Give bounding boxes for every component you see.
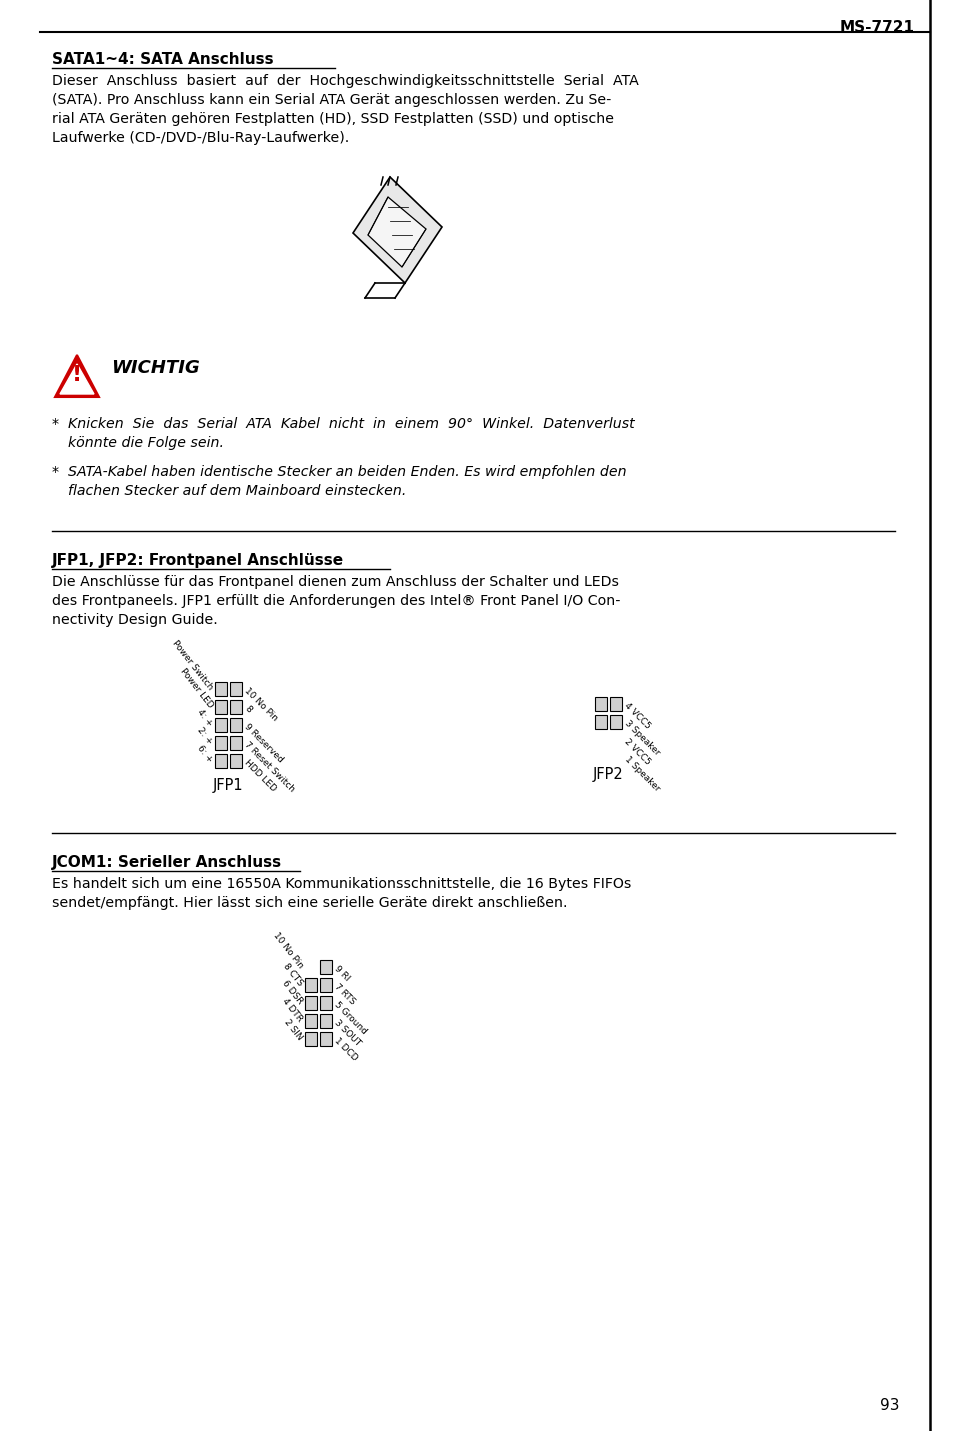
Bar bbox=[230, 683, 242, 695]
Text: (SATA). Pro Anschluss kann ein Serial ATA Gerät angeschlossen werden. Zu Se-: (SATA). Pro Anschluss kann ein Serial AT… bbox=[52, 93, 611, 107]
Text: Die Anschlüsse für das Frontpanel dienen zum Anschluss der Schalter und LEDs: Die Anschlüsse für das Frontpanel dienen… bbox=[52, 575, 618, 590]
Bar bbox=[319, 960, 332, 975]
Bar bbox=[230, 736, 242, 750]
Text: 6 DSR: 6 DSR bbox=[280, 979, 304, 1006]
Bar bbox=[214, 718, 227, 733]
Bar bbox=[305, 996, 316, 1010]
Bar bbox=[214, 700, 227, 714]
Text: 8: 8 bbox=[243, 704, 253, 714]
Text: 3 Speaker: 3 Speaker bbox=[622, 718, 660, 757]
Text: *: * bbox=[52, 465, 59, 479]
Text: 4 DTR: 4 DTR bbox=[280, 997, 304, 1023]
Bar bbox=[230, 718, 242, 733]
Bar bbox=[595, 716, 606, 728]
Text: rial ATA Geräten gehören Festplatten (HD), SSD Festplatten (SSD) und optische: rial ATA Geräten gehören Festplatten (HD… bbox=[52, 112, 614, 126]
Text: Laufwerke (CD-/DVD-/Blu-Ray-Laufwerke).: Laufwerke (CD-/DVD-/Blu-Ray-Laufwerke). bbox=[52, 132, 349, 145]
Text: Knicken  Sie  das  Serial  ATA  Kabel  nicht  in  einem  90°  Winkel.  Datenverl: Knicken Sie das Serial ATA Kabel nicht i… bbox=[68, 416, 634, 431]
Bar bbox=[319, 996, 332, 1010]
Text: 2 VCC5: 2 VCC5 bbox=[622, 737, 652, 767]
Text: 7 RTS: 7 RTS bbox=[333, 982, 356, 1006]
Bar bbox=[230, 700, 242, 714]
Text: 4: +: 4: + bbox=[195, 707, 214, 728]
Text: 9 RI: 9 RI bbox=[333, 964, 352, 983]
Polygon shape bbox=[60, 363, 94, 394]
Text: 6: +: 6: + bbox=[195, 743, 214, 764]
Text: 3 SOUT: 3 SOUT bbox=[333, 1017, 362, 1047]
Text: JCOM1: Serieller Anschluss: JCOM1: Serieller Anschluss bbox=[52, 854, 282, 870]
Text: könnte die Folge sein.: könnte die Folge sein. bbox=[68, 436, 224, 449]
Text: JFP2: JFP2 bbox=[593, 767, 623, 781]
Text: Dieser  Anschluss  basiert  auf  der  Hochgeschwindigkeitsschnittstelle  Serial : Dieser Anschluss basiert auf der Hochges… bbox=[52, 74, 639, 87]
Text: des Frontpaneels. JFP1 erfüllt die Anforderungen des Intel® Front Panel I/O Con-: des Frontpaneels. JFP1 erfüllt die Anfor… bbox=[52, 594, 619, 608]
Text: HDD LED: HDD LED bbox=[243, 758, 277, 793]
Text: 2 SIN: 2 SIN bbox=[283, 1017, 304, 1042]
Text: Power Switch: Power Switch bbox=[171, 638, 214, 691]
Bar bbox=[595, 697, 606, 711]
Text: 5 Ground: 5 Ground bbox=[333, 1000, 369, 1036]
Text: 10 No Pin: 10 No Pin bbox=[271, 930, 304, 970]
Text: Power LED: Power LED bbox=[178, 667, 214, 710]
Bar bbox=[214, 736, 227, 750]
Text: !: ! bbox=[71, 365, 82, 385]
Polygon shape bbox=[353, 177, 441, 283]
Text: 1 DCD: 1 DCD bbox=[333, 1036, 359, 1062]
Text: 10 No Pin: 10 No Pin bbox=[243, 685, 279, 723]
Text: Es handelt sich um eine 16550A Kommunikationsschnittstelle, die 16 Bytes FIFOs: Es handelt sich um eine 16550A Kommunika… bbox=[52, 877, 631, 892]
Text: JFP1: JFP1 bbox=[213, 778, 244, 793]
Text: 9 Reserved: 9 Reserved bbox=[243, 721, 285, 764]
Text: SATA1~4: SATA Anschluss: SATA1~4: SATA Anschluss bbox=[52, 52, 274, 67]
Bar bbox=[214, 754, 227, 768]
Text: WICHTIG: WICHTIG bbox=[111, 359, 199, 376]
Text: sendet/empfängt. Hier lässt sich eine serielle Geräte direkt anschließen.: sendet/empfängt. Hier lässt sich eine se… bbox=[52, 896, 567, 910]
Text: 93: 93 bbox=[880, 1398, 899, 1412]
Text: 1 Speaker: 1 Speaker bbox=[622, 754, 660, 793]
Bar bbox=[214, 683, 227, 695]
Text: SATA-Kabel haben identische Stecker an beiden Enden. Es wird empfohlen den: SATA-Kabel haben identische Stecker an b… bbox=[68, 465, 626, 479]
Bar bbox=[230, 754, 242, 768]
Text: 2: +: 2: + bbox=[195, 726, 214, 746]
Text: 7 Reset Switch: 7 Reset Switch bbox=[243, 740, 296, 794]
Text: JFP1, JFP2: Frontpanel Anschlüsse: JFP1, JFP2: Frontpanel Anschlüsse bbox=[52, 552, 344, 568]
Bar bbox=[319, 1015, 332, 1027]
Text: 4 VCC5: 4 VCC5 bbox=[622, 701, 652, 730]
Text: *: * bbox=[52, 416, 59, 431]
Bar bbox=[609, 716, 621, 728]
Polygon shape bbox=[368, 197, 426, 268]
Bar bbox=[609, 697, 621, 711]
Bar bbox=[319, 1032, 332, 1046]
Bar bbox=[305, 1032, 316, 1046]
Text: nectivity Design Guide.: nectivity Design Guide. bbox=[52, 612, 217, 627]
Text: flachen Stecker auf dem Mainboard einstecken.: flachen Stecker auf dem Mainboard einste… bbox=[68, 484, 406, 498]
Bar bbox=[305, 1015, 316, 1027]
Text: MS-7721: MS-7721 bbox=[840, 20, 914, 34]
Bar bbox=[319, 977, 332, 992]
Text: 8 CTS: 8 CTS bbox=[281, 962, 304, 987]
Polygon shape bbox=[55, 355, 99, 396]
Bar bbox=[305, 977, 316, 992]
